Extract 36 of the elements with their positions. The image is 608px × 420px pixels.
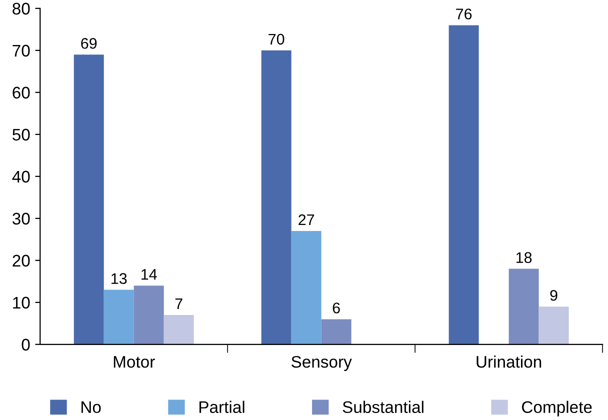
x-tick-label: Urination bbox=[476, 356, 542, 368]
y-tick-label: 50 bbox=[12, 128, 30, 141]
data-label: 14 bbox=[142, 269, 157, 280]
data-label: 76 bbox=[456, 8, 472, 20]
data-label: 13 bbox=[112, 273, 127, 284]
y-tick-label: 70 bbox=[12, 44, 30, 57]
bar bbox=[164, 315, 194, 344]
y-tick-label: 40 bbox=[12, 170, 30, 183]
legend-label: No bbox=[82, 401, 101, 414]
bar bbox=[74, 54, 104, 344]
x-tick-label: Sensory bbox=[292, 356, 352, 372]
y-tick-label: 60 bbox=[12, 86, 30, 99]
x-tick-label: Motor bbox=[114, 356, 155, 368]
legend-label: Partial bbox=[200, 400, 244, 414]
legend-label: Complete bbox=[522, 400, 592, 416]
data-label: 18 bbox=[516, 252, 532, 263]
data-label: 6 bbox=[332, 302, 340, 314]
bar bbox=[508, 268, 539, 344]
y-tick-label: 30 bbox=[12, 212, 30, 225]
bar bbox=[448, 25, 479, 344]
bar bbox=[321, 319, 352, 344]
bar bbox=[291, 231, 322, 344]
data-label: 9 bbox=[550, 290, 558, 301]
y-tick-label: 20 bbox=[12, 254, 30, 267]
data-label: 7 bbox=[175, 298, 182, 310]
data-label: 27 bbox=[298, 214, 314, 226]
bar bbox=[261, 50, 292, 344]
y-tick-label: 10 bbox=[13, 296, 30, 309]
bar bbox=[538, 306, 569, 344]
y-tick-label: 80 bbox=[12, 2, 30, 15]
bar bbox=[134, 286, 164, 344]
legend-label: Substantial bbox=[342, 400, 424, 414]
y-tick-label: 0 bbox=[22, 338, 30, 351]
bar bbox=[104, 290, 134, 344]
data-label: 70 bbox=[268, 34, 284, 45]
data-label: 69 bbox=[81, 38, 97, 49]
